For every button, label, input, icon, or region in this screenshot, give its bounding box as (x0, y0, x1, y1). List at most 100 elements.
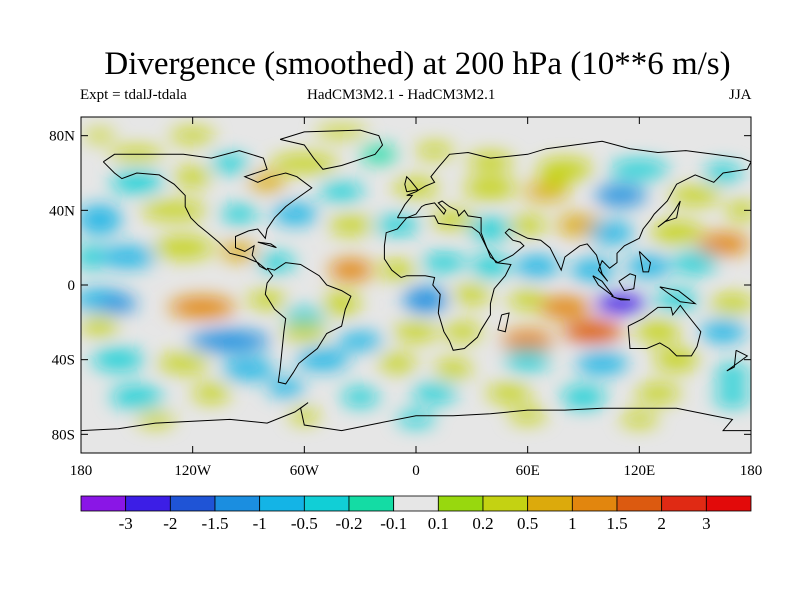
field-extremum (566, 218, 593, 232)
colorbar-swatch (616, 495, 663, 512)
field-patch (282, 322, 327, 341)
colorbar-swatch (259, 495, 305, 512)
field-patch (713, 387, 751, 407)
field-patch (220, 242, 258, 261)
coastline (102, 150, 313, 271)
y-axis: 80N 40N 0 40S 80S (49, 129, 751, 443)
colorbar-labels: -3 -2 -1.5 -1 -0.5 -0.2 -0.1 0.1 0.2 0.5 1 1.5 2 3 (119, 514, 711, 533)
colorbar-label: -0.2 (336, 514, 363, 533)
colorbar-label: 0.1 (428, 514, 449, 533)
coastline (657, 200, 681, 228)
coastline (638, 251, 652, 273)
field-patch (211, 154, 249, 174)
field-extremum (551, 300, 578, 314)
field-patch (570, 258, 616, 282)
coastline (592, 275, 614, 297)
field-extremum (542, 175, 569, 189)
x-tick-label: 180 (70, 463, 93, 479)
field-patch (174, 167, 212, 187)
divergence-field (81, 126, 751, 427)
field-patch (296, 348, 350, 371)
field-extremum (579, 325, 606, 339)
field-patch (654, 290, 699, 310)
field-patch (509, 290, 547, 310)
colorbar-label: -3 (119, 514, 133, 533)
x-tick-label: 0 (412, 463, 420, 479)
coastline (396, 140, 751, 282)
colorbar-label: 0.2 (472, 514, 493, 533)
coastline (264, 262, 352, 385)
field-patch (92, 348, 145, 371)
field-patch (471, 255, 510, 278)
field-patch (514, 255, 560, 278)
field-patch (248, 173, 286, 192)
field-patch (626, 255, 671, 278)
field-patch (650, 221, 703, 244)
field-extremum (514, 334, 541, 348)
field-patch (267, 378, 305, 397)
coastline (611, 295, 631, 301)
colorbar-swatch (571, 495, 618, 512)
field-extremum (105, 297, 132, 311)
field-patch (337, 331, 383, 351)
colorbar-label: 3 (702, 514, 711, 533)
field-patch (468, 152, 513, 172)
field-patch (170, 128, 216, 144)
field-patch (468, 217, 513, 241)
colorbar-label: -1.5 (202, 514, 229, 533)
field-patch (153, 236, 214, 259)
colorbar-swatch (437, 495, 484, 512)
y-tick-label: 40S (52, 353, 75, 369)
field-patch (257, 253, 296, 272)
x-tick-label: 120W (174, 463, 212, 479)
field-patch (81, 316, 119, 336)
season-label: JJA (729, 87, 752, 103)
field-patch (319, 182, 364, 202)
field-patch (635, 320, 681, 343)
y-tick-label: 0 (68, 278, 76, 294)
field-extremum (337, 263, 364, 277)
field-patch (710, 294, 751, 313)
coastlines (81, 129, 751, 432)
field-patch (315, 126, 368, 138)
coastline (618, 273, 637, 292)
x-tick-label: 60W (290, 463, 320, 479)
field-patch (81, 245, 106, 269)
coastline (404, 175, 419, 193)
field-patch (421, 253, 467, 272)
model-label: HadCM3M2.1 - HadCM3M2.1 (307, 87, 496, 103)
field-patch (620, 411, 658, 427)
colorbar-label: 1.5 (606, 514, 627, 533)
colorbar-swatch (303, 495, 350, 512)
field-patch (654, 348, 699, 371)
field-patch (443, 322, 482, 341)
colorbar-swatch (125, 495, 171, 512)
field-extremum (719, 237, 746, 251)
field-patch (272, 202, 318, 226)
field-patch (99, 245, 156, 269)
coastline (726, 349, 749, 372)
field-patch (609, 159, 670, 179)
field-patch (140, 201, 208, 220)
y-tick-label: 80S (52, 427, 75, 443)
field-patch (576, 352, 629, 375)
field-patch (360, 145, 398, 164)
colorbar-label: 0.5 (517, 514, 538, 533)
field-patch (157, 354, 210, 373)
colorbar-swatch (169, 495, 216, 512)
field-patch (393, 322, 439, 341)
field-patch (397, 411, 435, 427)
field-patch (509, 408, 547, 424)
field-patch (220, 204, 258, 224)
x-tick-label: 120E (623, 463, 655, 479)
field-patch (453, 285, 491, 304)
field-patch (672, 251, 718, 274)
field-patch (84, 130, 115, 142)
colorbar-swatch (705, 495, 752, 512)
chart-title: Divergence (smoothed) at 200 hPa (10**6 … (104, 46, 731, 82)
field-extremum (216, 334, 243, 348)
x-axis: 180 120W 60W 0 60E 120E 180 (70, 117, 762, 479)
field-patch (270, 154, 338, 174)
colorbar-label: -2 (163, 514, 177, 533)
